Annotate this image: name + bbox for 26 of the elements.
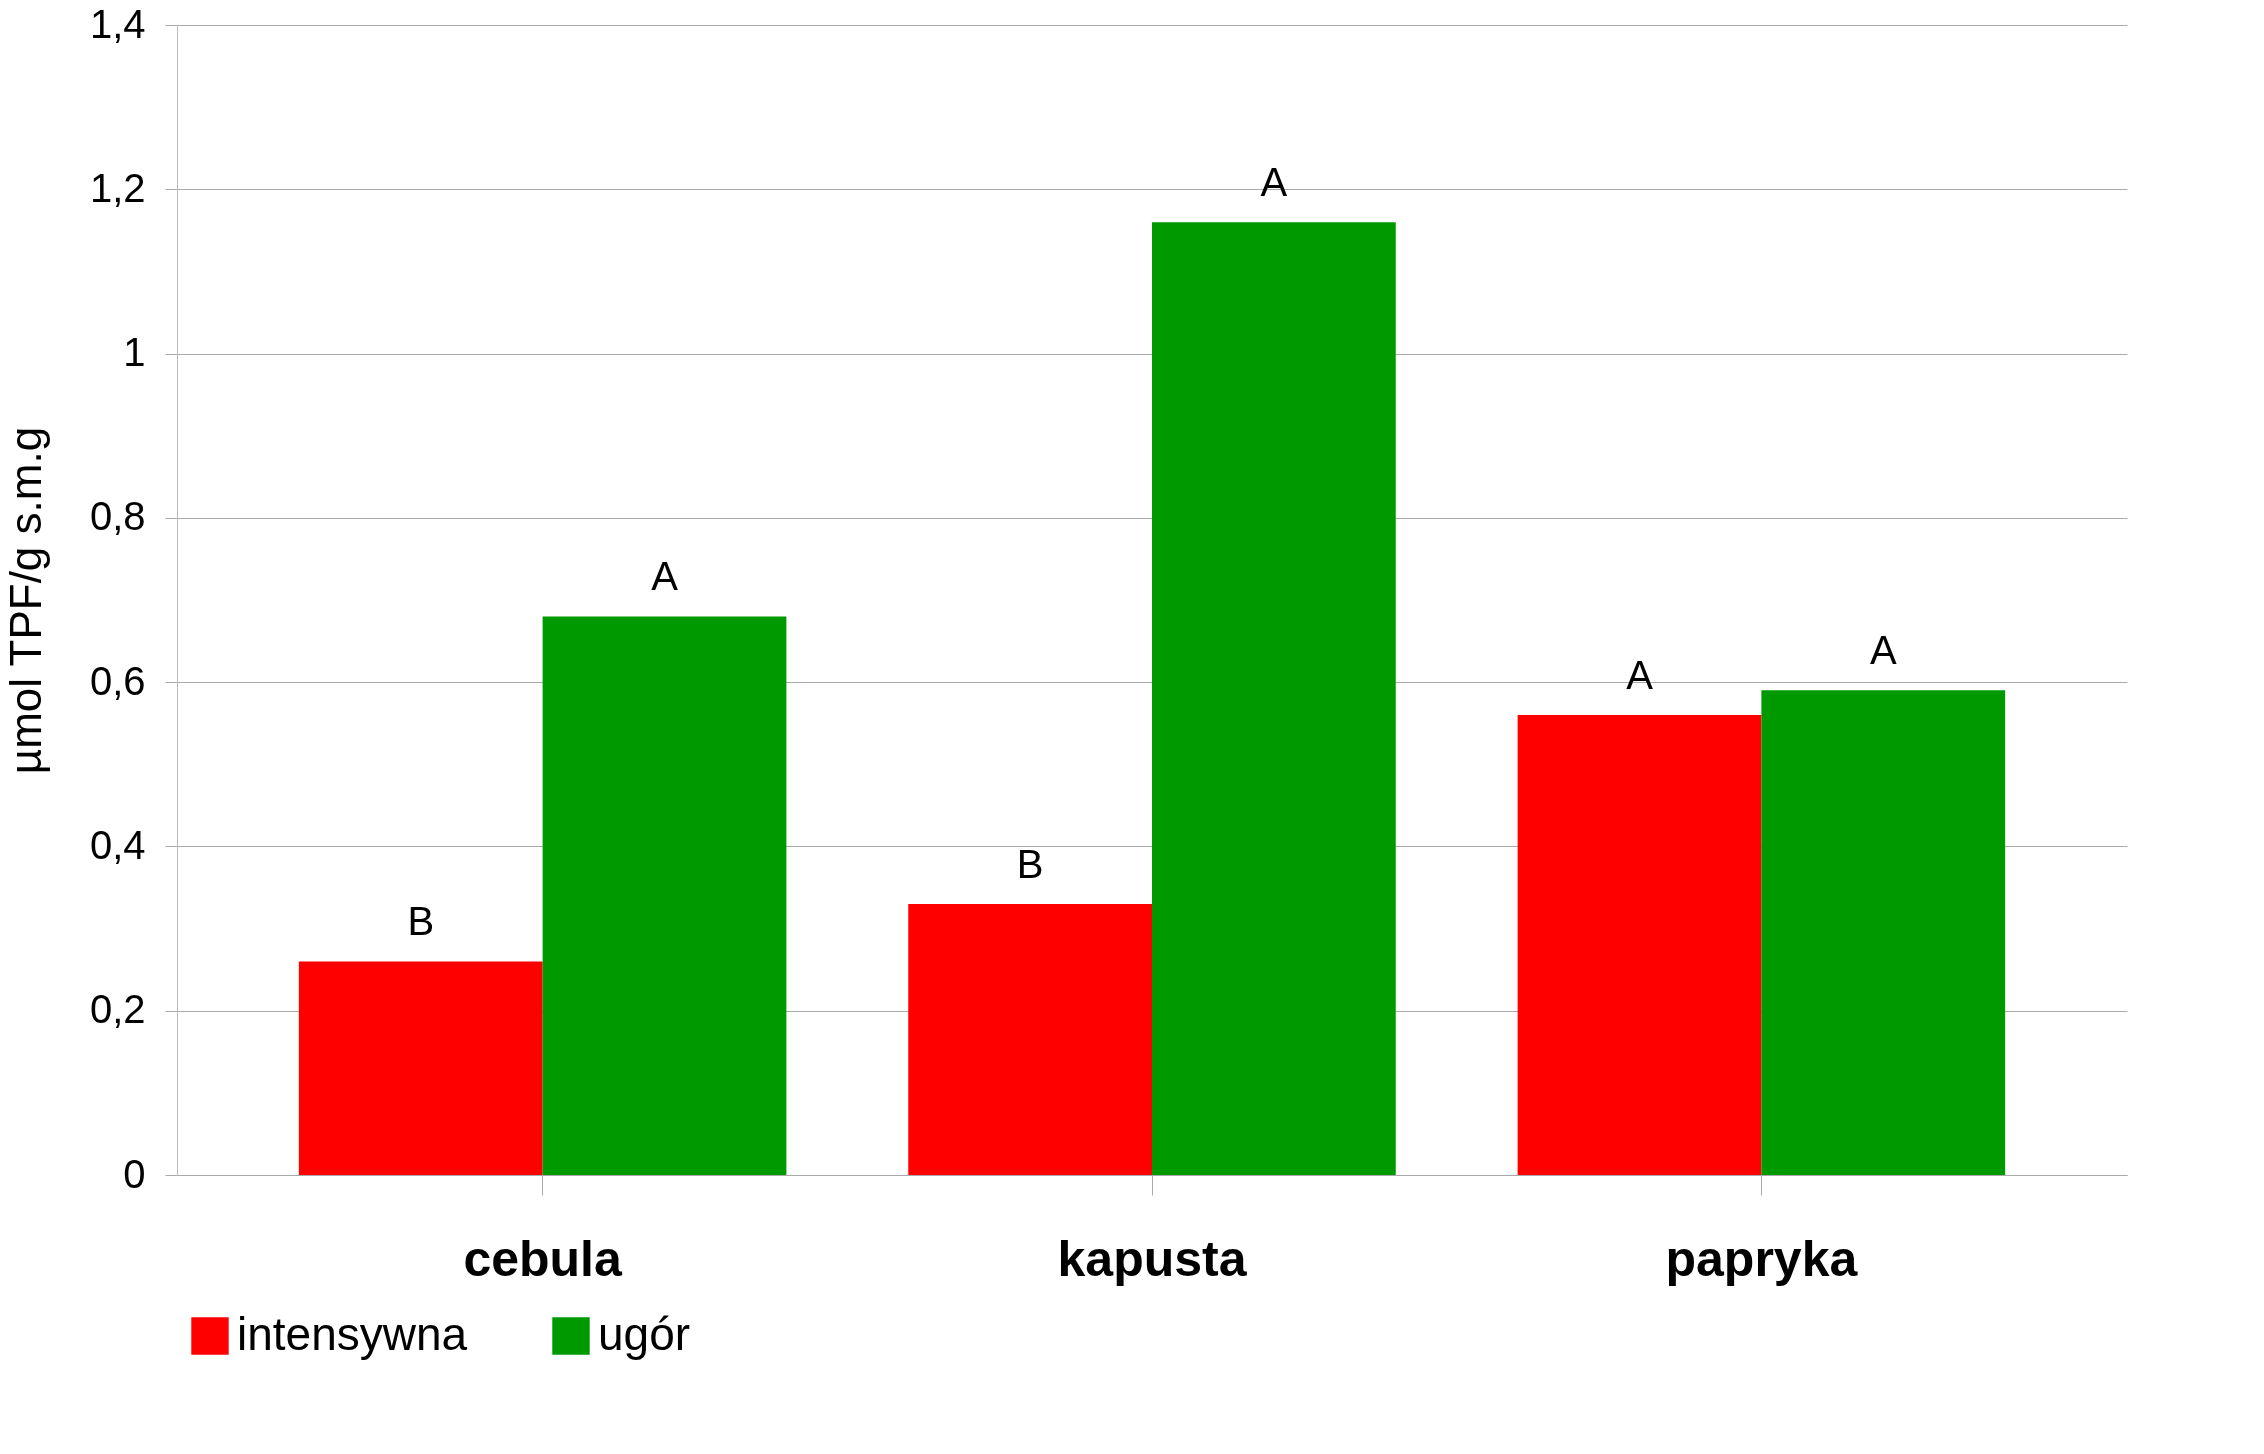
data-label: A (1626, 653, 1654, 697)
y-tick-label: 1,2 (89, 165, 146, 210)
x-tick-label: cebula (463, 1230, 624, 1287)
bar (1517, 715, 1762, 1175)
y-tick-label: 1 (123, 330, 146, 375)
y-tick-label: 0,2 (89, 987, 146, 1032)
bar (908, 903, 1152, 1175)
y-tick-label: 0,4 (89, 822, 146, 867)
data-label: A (651, 554, 679, 599)
x-tick-label: kapusta (1057, 1230, 1248, 1287)
data-label: B (407, 899, 435, 944)
legend-label: intensywna (237, 1308, 468, 1360)
y-tick-label: 0,8 (89, 494, 146, 539)
y-tick-label: 0,6 (89, 658, 146, 703)
bar (542, 616, 787, 1175)
bar (1761, 690, 2006, 1175)
data-label: B (1016, 841, 1044, 886)
bar (1152, 222, 1396, 1175)
y-axis-title: µmol TPF/g s.m.g (0, 426, 50, 775)
bar (298, 961, 543, 1175)
y-tick-label: 1,4 (89, 1, 146, 46)
legend-label: ugór (598, 1308, 691, 1360)
x-tick-label: papryka (1665, 1230, 1859, 1287)
data-label: A (1260, 160, 1288, 205)
data-label: A (1869, 628, 1897, 673)
y-tick-label: 0 (123, 1151, 146, 1196)
